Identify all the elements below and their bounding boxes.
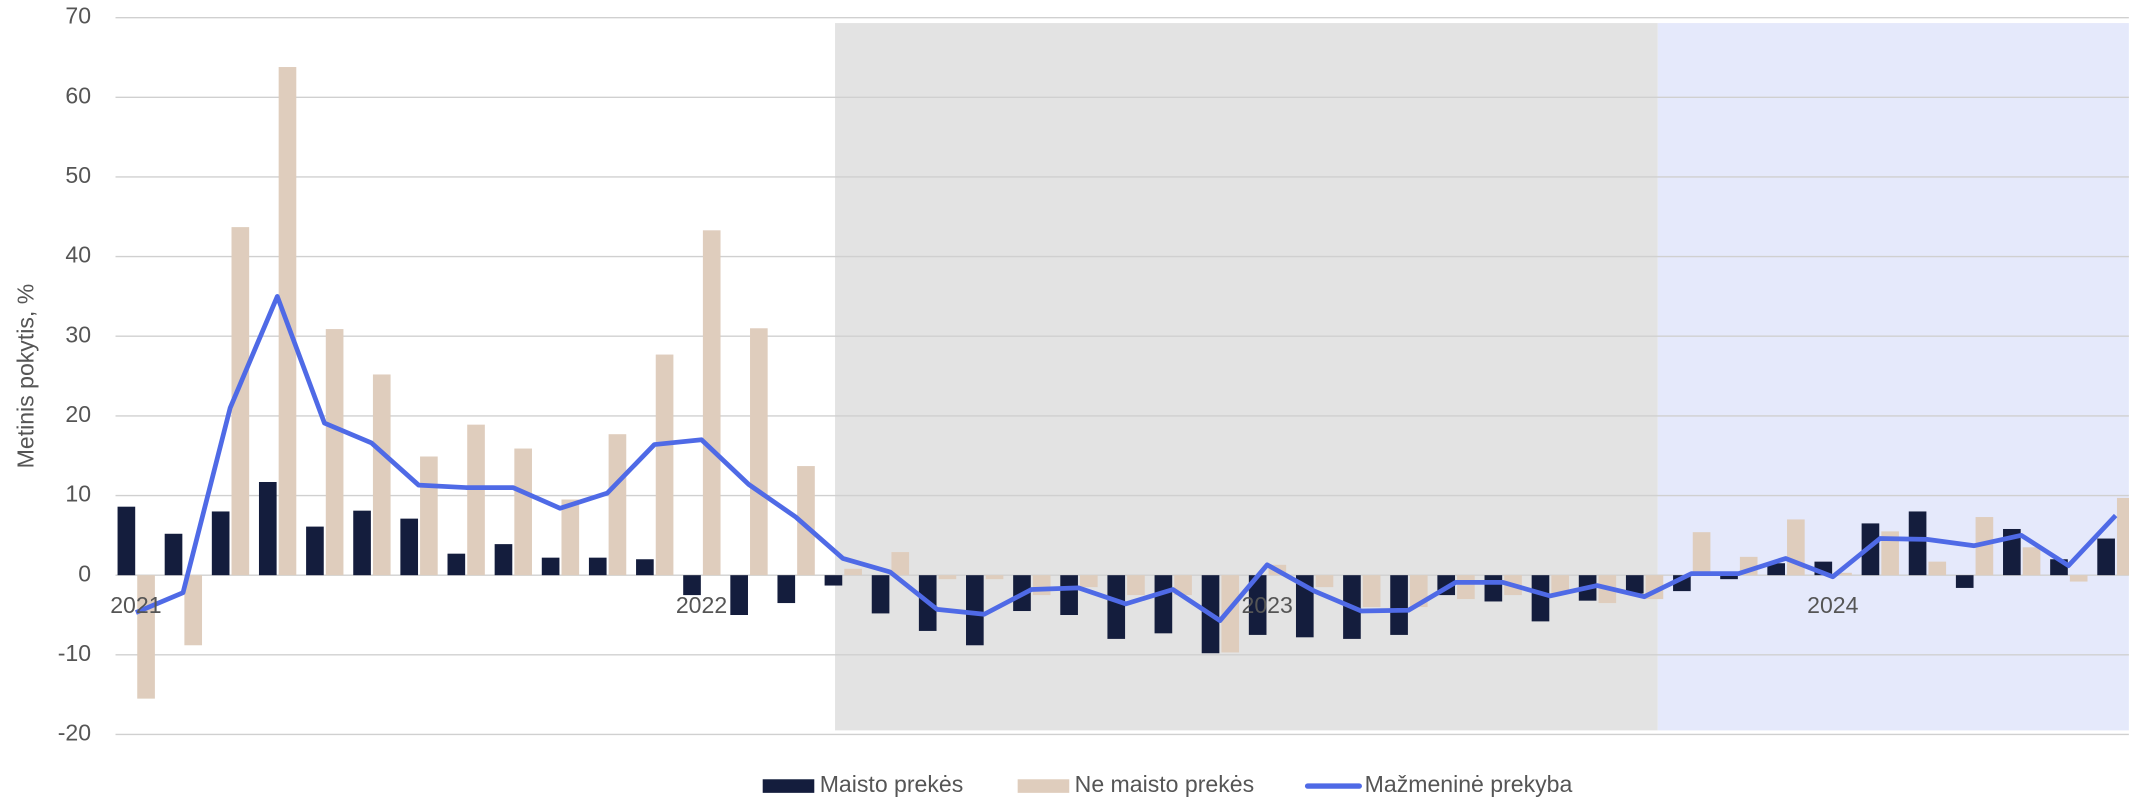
bar bbox=[211, 511, 230, 576]
bar bbox=[797, 466, 815, 576]
bar bbox=[467, 424, 485, 576]
bar bbox=[985, 575, 1004, 580]
bar bbox=[1720, 575, 1738, 580]
bar bbox=[2069, 575, 2088, 582]
y-tick-label: -10 bbox=[58, 640, 91, 666]
shaded-period bbox=[835, 23, 1658, 731]
bar bbox=[2097, 538, 2115, 576]
y-tick-label: 30 bbox=[65, 321, 91, 347]
bar bbox=[494, 544, 513, 576]
legend-label: Maisto prekės bbox=[820, 771, 964, 797]
x-tick-label: 2024 bbox=[1807, 592, 1858, 618]
bar bbox=[164, 533, 183, 576]
y-tick-label: 70 bbox=[65, 3, 91, 29]
y-tick-label: 0 bbox=[78, 560, 91, 586]
x-tick-label: 2021 bbox=[110, 592, 161, 618]
bar bbox=[1127, 575, 1145, 596]
bar bbox=[400, 518, 419, 576]
bar bbox=[966, 575, 984, 646]
x-tick-label: 2022 bbox=[676, 592, 727, 618]
bar bbox=[1107, 575, 1126, 639]
bar bbox=[1767, 563, 1785, 576]
bar bbox=[2022, 547, 2041, 576]
bar bbox=[117, 506, 136, 576]
legend-label: Mažmeninė prekyba bbox=[1365, 771, 1573, 797]
legend-swatch bbox=[1017, 779, 1070, 793]
bar bbox=[1032, 575, 1051, 596]
bar bbox=[353, 510, 371, 576]
bars bbox=[117, 67, 2129, 699]
bar bbox=[1692, 532, 1711, 576]
bar bbox=[1174, 575, 1192, 596]
bar bbox=[1975, 517, 1994, 576]
bar bbox=[1060, 575, 1078, 616]
shaded-period bbox=[1657, 23, 2129, 731]
y-tick-label: -20 bbox=[58, 720, 91, 746]
bar bbox=[1881, 531, 1899, 576]
bar bbox=[777, 575, 796, 604]
y-tick-label: 50 bbox=[65, 162, 91, 188]
y-tick-label: 40 bbox=[65, 242, 91, 268]
bar bbox=[1625, 575, 1644, 594]
bar bbox=[1248, 575, 1267, 635]
line bbox=[134, 294, 2118, 623]
legend-swatch bbox=[762, 779, 815, 793]
bar bbox=[561, 499, 580, 576]
bar bbox=[541, 557, 560, 576]
bar bbox=[683, 575, 701, 596]
lines bbox=[134, 294, 2118, 623]
bar bbox=[636, 559, 654, 576]
x-tick-label: 2023 bbox=[1242, 592, 1293, 618]
bar bbox=[258, 481, 277, 576]
bar bbox=[514, 448, 532, 576]
bar bbox=[325, 329, 344, 576]
bar bbox=[1955, 575, 1974, 588]
bar bbox=[1457, 575, 1475, 600]
bar bbox=[231, 227, 250, 576]
bar bbox=[447, 553, 466, 576]
bar bbox=[871, 575, 890, 614]
bar bbox=[1315, 575, 1334, 588]
bar bbox=[1928, 561, 1947, 576]
bar bbox=[702, 230, 721, 576]
bar bbox=[844, 568, 862, 576]
bar bbox=[824, 575, 843, 586]
y-axis-label: Metinis pokytis, % bbox=[12, 284, 38, 469]
bar bbox=[750, 328, 768, 576]
bar bbox=[1531, 575, 1550, 622]
legend-label: Ne maisto prekės bbox=[1075, 771, 1254, 797]
bar bbox=[891, 552, 910, 576]
bar bbox=[184, 575, 203, 646]
y-tick-label: 60 bbox=[65, 82, 91, 108]
bar bbox=[938, 575, 957, 580]
bar bbox=[1221, 575, 1240, 653]
bar bbox=[420, 456, 438, 576]
bar bbox=[1390, 575, 1408, 635]
y-tick-label: 20 bbox=[65, 401, 91, 427]
bar bbox=[1079, 575, 1098, 588]
bar bbox=[1834, 572, 1852, 576]
bar bbox=[588, 557, 607, 576]
bar bbox=[608, 434, 627, 576]
bar bbox=[1551, 575, 1569, 594]
labels: -20 -10 0 10 20 30 40 50 60 70 2021 2022 2023 2024 Mai… bbox=[58, 3, 1859, 797]
bar bbox=[372, 374, 391, 576]
bar bbox=[655, 354, 674, 576]
bar bbox=[306, 526, 324, 576]
bar bbox=[1154, 575, 1173, 634]
y-tick-label: 10 bbox=[65, 481, 91, 507]
bar bbox=[1484, 575, 1503, 602]
bar bbox=[730, 575, 748, 616]
bar bbox=[2116, 497, 2129, 576]
bar bbox=[1362, 575, 1381, 608]
bar bbox=[1908, 511, 1927, 576]
